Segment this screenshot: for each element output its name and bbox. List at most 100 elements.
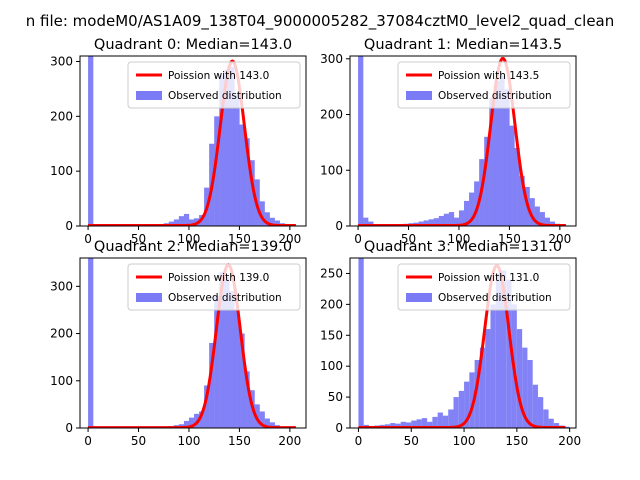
y-tick-label: 300 xyxy=(320,52,343,66)
hist-bar xyxy=(219,272,225,428)
x-tick-label: 200 xyxy=(548,232,571,246)
legend-hist-label: Observed distribution xyxy=(438,90,552,102)
y-tick-label: 150 xyxy=(320,328,343,342)
x-tick-label: 200 xyxy=(278,434,301,448)
legend-hist-label: Observed distribution xyxy=(438,292,552,304)
hist-bar xyxy=(224,276,230,428)
y-tick-label: 200 xyxy=(50,109,73,123)
y-tick-label: 0 xyxy=(335,421,343,435)
hist-bar xyxy=(534,206,540,226)
hist-bar xyxy=(529,198,535,226)
hist-bar xyxy=(418,221,424,226)
legend: Poission with 139.0 Observed distribution xyxy=(127,263,301,311)
hist-bar xyxy=(490,304,496,428)
hist-bar xyxy=(214,295,220,428)
x-tick-label: 100 xyxy=(453,434,476,448)
hist-bar xyxy=(543,409,549,428)
hist-bar xyxy=(209,343,215,428)
legend: Poission with 143.0 Observed distribution xyxy=(127,61,301,109)
hist-bar xyxy=(421,418,428,428)
y-tick-label: 200 xyxy=(50,327,73,341)
x-tick-label: 150 xyxy=(505,434,528,448)
hist-bar xyxy=(368,221,374,226)
hist-bar xyxy=(229,66,235,226)
hist-bar xyxy=(173,219,180,226)
hist-bar xyxy=(474,360,480,428)
x-tick-label: 50 xyxy=(131,434,146,448)
x-tick-label: 200 xyxy=(558,434,581,448)
hist-bar xyxy=(199,411,205,428)
hist-bar xyxy=(564,426,570,428)
hist-bar xyxy=(548,418,554,428)
hist-bar xyxy=(204,385,210,428)
hist-bar xyxy=(224,69,230,226)
hist-bar xyxy=(438,215,445,226)
hist-bar xyxy=(88,258,94,428)
hist-bar xyxy=(484,136,490,226)
legend-box xyxy=(397,263,571,311)
plot-area xyxy=(88,56,301,226)
hist-bar xyxy=(448,409,454,428)
hist-bar xyxy=(432,416,438,428)
y-tick-label: 50 xyxy=(328,390,343,404)
hist-bar xyxy=(214,116,220,226)
hist-bar xyxy=(269,217,275,226)
hist-bar xyxy=(400,421,406,428)
hist-bar xyxy=(479,347,486,428)
hist-bar xyxy=(239,124,245,226)
x-tick-label: 150 xyxy=(228,434,251,448)
hist-bar xyxy=(427,421,433,428)
x-tick-label: 150 xyxy=(498,232,521,246)
x-tick-label: 200 xyxy=(278,232,301,246)
hist-bar xyxy=(489,97,495,226)
hist-bar xyxy=(506,279,512,428)
panel-title: Quadrant 2: Median=139.0 xyxy=(94,239,292,255)
axes-frame xyxy=(349,257,577,429)
hist-bar xyxy=(442,415,449,428)
hist-bar xyxy=(433,218,439,226)
y-tick-label: 200 xyxy=(320,297,343,311)
legend-fit-label: Poission with 139.0 xyxy=(168,272,269,284)
hist-bar xyxy=(244,371,250,428)
panel-0: 0 50 100 150 200 0 100 200 300 Quadrant 0: Median… xyxy=(50,37,307,246)
x-tick-label: 0 xyxy=(84,434,92,448)
hist-bar xyxy=(458,390,465,428)
hist-bar xyxy=(188,219,195,226)
legend-hist-label: Observed distribution xyxy=(168,90,282,102)
legend-fit-label: Poission with 131.0 xyxy=(438,272,539,284)
axes-frame xyxy=(79,257,307,429)
x-tick-label: 0 xyxy=(84,232,92,246)
hist-bar xyxy=(532,384,538,428)
hist-bar xyxy=(249,160,255,226)
hist-bar xyxy=(514,147,520,226)
legend-box xyxy=(127,61,301,109)
y-tick-label: 200 xyxy=(320,108,343,122)
hist-bar xyxy=(553,423,560,428)
axes-frame xyxy=(79,55,307,227)
hist-bar xyxy=(485,329,491,428)
legend: Poission with 143.5 Observed distribution xyxy=(397,61,571,109)
hist-bar xyxy=(259,201,265,226)
x-tick-label: 50 xyxy=(404,434,419,448)
legend-fit-label: Poission with 143.5 xyxy=(438,70,539,82)
x-tick-label: 0 xyxy=(354,232,362,246)
plot-area xyxy=(88,258,301,428)
hist-bar xyxy=(453,397,459,428)
x-tick-label: 100 xyxy=(178,232,201,246)
legend-hist-label: Observed distribution xyxy=(168,292,282,304)
plot-area xyxy=(358,56,571,226)
hist-bar xyxy=(259,411,265,428)
y-tick-label: 0 xyxy=(335,219,343,233)
figure-title: n file: modeM0/AS1A09_138T04_9000005282_… xyxy=(26,12,615,31)
legend-hist-swatch xyxy=(406,91,432,100)
hist-bar xyxy=(527,360,533,428)
legend-fit-label: Poission with 143.0 xyxy=(168,70,269,82)
x-tick-label: 50 xyxy=(401,232,416,246)
x-tick-label: 150 xyxy=(228,232,251,246)
hist-bar xyxy=(183,420,190,428)
hist-bar xyxy=(469,192,475,226)
hist-bar xyxy=(516,329,523,428)
hist-bar xyxy=(264,212,270,226)
hist-bar xyxy=(504,89,510,226)
